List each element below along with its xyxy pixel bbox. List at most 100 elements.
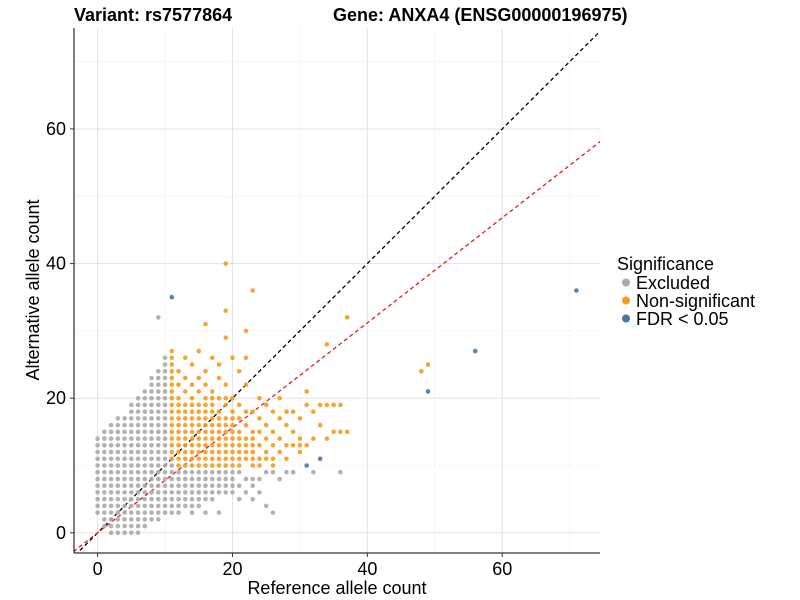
point-non-significant	[203, 422, 208, 428]
point-excluded	[162, 503, 168, 509]
point-non-significant	[189, 449, 195, 455]
point-excluded	[223, 490, 229, 495]
point-excluded	[108, 443, 114, 448]
point-excluded	[169, 483, 175, 488]
point-excluded	[155, 517, 161, 522]
point-non-significant	[209, 416, 215, 421]
point-non-significant	[189, 436, 195, 441]
point-excluded	[149, 463, 154, 468]
point-non-significant	[203, 382, 208, 388]
point-excluded	[108, 523, 114, 529]
point-excluded	[95, 436, 100, 441]
point-excluded	[209, 483, 215, 488]
point-excluded	[122, 416, 127, 421]
point-excluded	[122, 449, 127, 455]
point-excluded	[129, 449, 134, 455]
x-tick-label: 0	[93, 559, 103, 579]
point-excluded	[129, 469, 134, 475]
point-non-significant	[182, 375, 188, 381]
legend-key-fdr-0-05	[622, 314, 630, 323]
point-non-significant	[277, 416, 282, 421]
point-excluded	[149, 436, 154, 441]
y-axis-label: Alternative allele count	[23, 199, 43, 380]
point-excluded	[196, 483, 202, 488]
legend-label-non-significant: Non-significant	[636, 291, 755, 311]
point-excluded	[162, 368, 168, 374]
point-non-significant	[263, 449, 269, 455]
point-non-significant	[297, 443, 303, 448]
point-non-significant	[169, 429, 175, 435]
series-fdr-0-05	[169, 288, 579, 468]
point-non-significant	[176, 416, 181, 421]
point-non-significant	[223, 335, 229, 340]
point-excluded	[338, 469, 343, 475]
point-non-significant	[169, 449, 175, 455]
point-excluded	[135, 530, 141, 536]
point-fdr-0-05	[169, 294, 175, 300]
point-non-significant	[216, 443, 222, 448]
point-non-significant	[230, 443, 235, 448]
point-non-significant	[216, 436, 222, 441]
point-excluded	[102, 517, 107, 522]
point-excluded	[182, 483, 188, 488]
legend-title: Significance	[617, 254, 714, 274]
point-non-significant	[236, 402, 242, 408]
point-non-significant	[304, 402, 309, 408]
point-excluded	[95, 496, 100, 502]
point-excluded	[115, 436, 121, 441]
point-excluded	[162, 456, 168, 462]
point-non-significant	[189, 395, 195, 401]
point-excluded	[162, 490, 168, 495]
point-non-significant	[196, 402, 202, 408]
point-excluded	[230, 476, 235, 482]
legend-key-excluded	[622, 278, 630, 287]
point-non-significant	[203, 463, 208, 468]
point-non-significant	[223, 422, 229, 428]
point-excluded	[129, 503, 134, 509]
x-tick-label: 60	[492, 559, 512, 579]
point-excluded	[122, 429, 127, 435]
point-excluded	[102, 503, 107, 509]
point-non-significant	[250, 429, 256, 435]
point-excluded	[102, 463, 107, 468]
point-non-significant	[236, 368, 242, 374]
point-non-significant	[182, 409, 188, 414]
point-excluded	[122, 517, 127, 522]
point-excluded	[135, 436, 141, 441]
point-excluded	[135, 449, 141, 455]
point-non-significant	[324, 402, 330, 408]
point-non-significant	[169, 402, 175, 408]
point-non-significant	[230, 436, 235, 441]
point-non-significant	[263, 456, 269, 462]
point-excluded	[176, 510, 181, 515]
point-non-significant	[182, 443, 188, 448]
point-excluded	[196, 503, 202, 509]
point-excluded	[135, 409, 141, 414]
point-non-significant	[263, 436, 269, 441]
legend: Significance ExcludedNon-significantFDR …	[617, 254, 755, 329]
point-non-significant	[203, 436, 208, 441]
point-excluded	[108, 436, 114, 441]
point-excluded	[176, 469, 181, 475]
reference-lines	[74, 30, 600, 553]
point-non-significant	[250, 436, 256, 441]
point-excluded	[115, 503, 121, 509]
point-excluded	[129, 510, 134, 515]
point-excluded	[162, 395, 168, 401]
point-excluded	[108, 449, 114, 455]
point-non-significant	[176, 402, 181, 408]
point-non-significant	[243, 449, 249, 455]
point-excluded	[135, 416, 141, 421]
point-non-significant	[182, 422, 188, 428]
point-non-significant	[257, 463, 262, 468]
point-excluded	[162, 382, 168, 388]
point-excluded	[162, 436, 168, 441]
point-non-significant	[223, 382, 229, 388]
point-excluded	[284, 469, 289, 475]
point-non-significant	[203, 395, 208, 401]
point-non-significant	[324, 342, 330, 347]
point-excluded	[135, 490, 141, 495]
point-excluded	[129, 476, 134, 482]
point-fdr-0-05	[317, 456, 323, 462]
point-excluded	[223, 476, 229, 482]
